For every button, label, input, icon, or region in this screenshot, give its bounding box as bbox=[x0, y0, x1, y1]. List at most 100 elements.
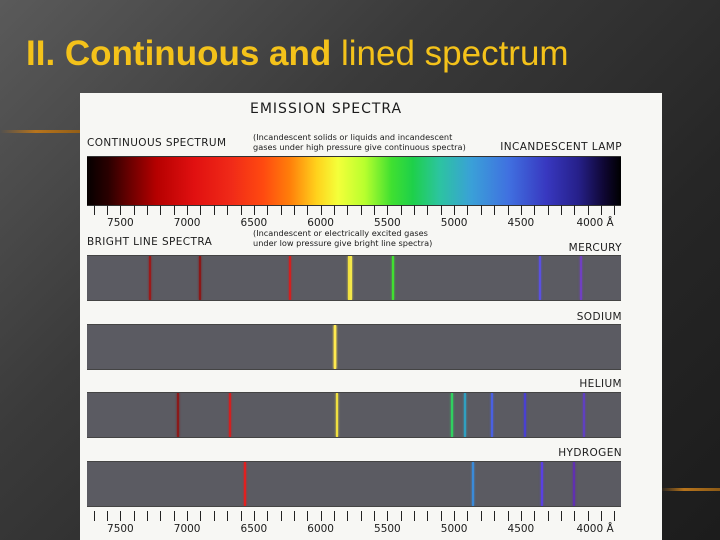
wavelength-bottom-label: 4000 Å bbox=[576, 523, 614, 535]
wavelength-bottom-tick bbox=[160, 511, 162, 521]
wavelength-bottom-tick bbox=[414, 511, 416, 521]
helium-emission-line bbox=[463, 393, 466, 437]
mercury-emission-line bbox=[580, 256, 583, 300]
wavelength-top-label: 7000 bbox=[173, 217, 201, 229]
wavelength-scale-bottom: 7500 7000 6500 6000 5500 5000 4500 4000 Å bbox=[87, 511, 621, 535]
slide-title-rest: lined spectrum bbox=[331, 34, 569, 73]
wavelength-bottom-tick bbox=[333, 511, 335, 521]
wavelength-top-tick bbox=[440, 205, 442, 215]
helium-emission-line bbox=[491, 393, 494, 437]
wavelength-bottom-tick bbox=[387, 511, 389, 521]
incandescent-lamp-label: INCANDESCENT LAMP bbox=[500, 141, 622, 153]
wavelength-bottom-tick bbox=[227, 511, 229, 521]
wavelength-top-tick bbox=[267, 205, 269, 215]
figure-title: EMISSION SPECTRA bbox=[250, 101, 403, 117]
wavelength-top-tick bbox=[227, 205, 229, 215]
sodium-spectrum-strip bbox=[87, 324, 621, 370]
wavelength-bottom-tick bbox=[614, 511, 616, 521]
wavelength-bottom-tick bbox=[93, 511, 95, 521]
wavelength-top-tick bbox=[253, 205, 255, 215]
wavelength-bottom-tick bbox=[427, 511, 429, 521]
wavelength-top-tick bbox=[213, 205, 215, 215]
wavelength-bottom-tick bbox=[133, 511, 135, 521]
wavelength-bottom-label: 7500 bbox=[107, 523, 134, 535]
wavelength-bottom-tick bbox=[507, 511, 509, 521]
wavelength-bottom-tick bbox=[253, 511, 255, 521]
emission-spectra-figure: EMISSION SPECTRA CONTINUOUS SPECTRUM (In… bbox=[80, 93, 662, 540]
wavelength-top-tick bbox=[600, 205, 602, 215]
wavelength-top-tick bbox=[200, 205, 202, 215]
wavelength-bottom-tick bbox=[147, 511, 149, 521]
wavelength-top-label: 7500 bbox=[107, 217, 134, 229]
helium-emission-line bbox=[523, 393, 526, 437]
mercury-spectrum-strip bbox=[87, 255, 621, 301]
wavelength-bottom-tick bbox=[574, 511, 576, 521]
wavelength-bottom-tick bbox=[494, 511, 496, 521]
mercury-emission-line bbox=[199, 256, 202, 300]
wavelength-bottom-tick bbox=[240, 511, 242, 521]
wavelength-top-tick bbox=[333, 205, 335, 215]
left-decorative-line bbox=[0, 130, 90, 133]
wavelength-bottom-tick bbox=[600, 511, 602, 521]
wavelength-top-tick bbox=[347, 205, 349, 215]
wavelength-top-label: 6000 bbox=[307, 217, 334, 229]
helium-emission-line bbox=[177, 393, 180, 437]
mercury-emission-line bbox=[391, 256, 394, 300]
mercury-label: MERCURY bbox=[568, 242, 622, 254]
wavelength-bottom-tick bbox=[467, 511, 469, 521]
mercury-emission-line bbox=[148, 256, 151, 300]
wavelength-top-tick bbox=[240, 205, 242, 215]
wavelength-top-tick bbox=[93, 205, 95, 215]
helium-emission-line bbox=[450, 393, 453, 437]
wavelength-bottom-tick bbox=[280, 511, 282, 521]
wavelength-bottom-tick bbox=[454, 511, 456, 521]
helium-label: HELIUM bbox=[579, 378, 622, 390]
wavelength-bottom-tick bbox=[267, 511, 269, 521]
wavelength-bottom-tick bbox=[293, 511, 295, 521]
bright-line-note-line-1: (Incandescent or electrically excited ga… bbox=[253, 228, 428, 238]
continuous-note-line-2: gases under high pressure give continuou… bbox=[253, 142, 466, 152]
wavelength-top-tick bbox=[120, 205, 122, 215]
wavelength-top-label: 5500 bbox=[374, 217, 401, 229]
wavelength-top-tick bbox=[173, 205, 175, 215]
wavelength-top-tick bbox=[133, 205, 135, 215]
wavelength-bottom-tick bbox=[360, 511, 362, 521]
wavelength-bottom-tick bbox=[187, 511, 189, 521]
wavelength-bottom-tick bbox=[107, 511, 109, 521]
wavelength-top-tick bbox=[520, 205, 522, 215]
bright-line-note-line-2: under low pressure give bright line spec… bbox=[253, 238, 433, 248]
wavelength-bottom-label: 6500 bbox=[240, 523, 268, 535]
wavelength-bottom-label: 5000 bbox=[440, 523, 468, 535]
wavelength-top-tick bbox=[414, 205, 416, 215]
hydrogen-emission-line bbox=[471, 462, 474, 506]
wavelength-bottom-label: 6000 bbox=[307, 523, 334, 535]
wavelength-bottom-tick bbox=[547, 511, 549, 521]
continuous-spectrum-label: CONTINUOUS SPECTRUM bbox=[87, 137, 227, 149]
wavelength-top-tick bbox=[280, 205, 282, 215]
wavelength-bottom-tick bbox=[520, 511, 522, 521]
wavelength-top-tick bbox=[560, 205, 562, 215]
helium-emission-line bbox=[229, 393, 232, 437]
wavelength-bottom-tick bbox=[320, 511, 322, 521]
slide-title-bold: II. Continuous and bbox=[26, 34, 332, 73]
continuous-spectrum-strip bbox=[87, 156, 621, 206]
wavelength-bottom-tick bbox=[480, 511, 482, 521]
continuous-note-line-1: (Incandescent solids or liquids and inca… bbox=[253, 132, 453, 142]
mercury-emission-line bbox=[288, 256, 291, 300]
wavelength-scale-top: 7500 7000 6500 6000 5500 5000 4500 4000 Å bbox=[87, 205, 621, 229]
bright-line-spectra-label: BRIGHT LINE SPECTRA bbox=[87, 236, 213, 248]
wavelength-top-label: 4000 Å bbox=[576, 217, 614, 229]
wavelength-top-tick bbox=[467, 205, 469, 215]
wavelength-bottom-label: 7000 bbox=[173, 523, 201, 535]
wavelength-top-tick bbox=[427, 205, 429, 215]
right-decorative-line bbox=[660, 488, 720, 491]
wavelength-top-label: 6500 bbox=[240, 217, 268, 229]
helium-spectrum-strip bbox=[87, 392, 621, 438]
hydrogen-label: HYDROGEN bbox=[558, 447, 622, 459]
sodium-label: SODIUM bbox=[576, 311, 622, 323]
wavelength-top-tick bbox=[574, 205, 576, 215]
hydrogen-spectrum-strip bbox=[87, 461, 621, 507]
wavelength-top-tick bbox=[400, 205, 402, 215]
helium-emission-line bbox=[336, 393, 339, 437]
wavelength-top-tick bbox=[160, 205, 162, 215]
